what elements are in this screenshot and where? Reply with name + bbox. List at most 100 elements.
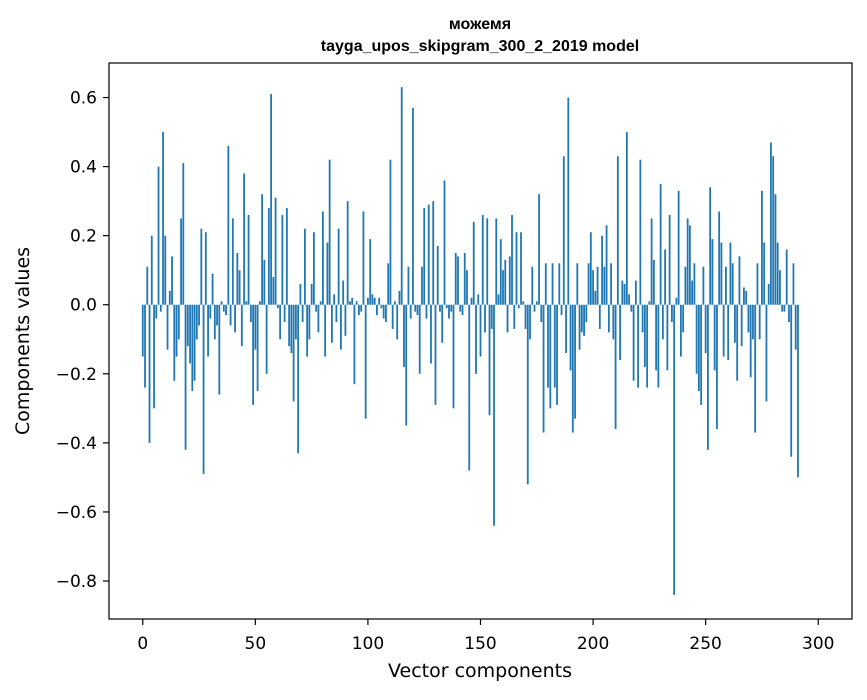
bar (177, 304, 180, 340)
bar (472, 221, 475, 305)
bar (184, 304, 187, 450)
bar (272, 277, 275, 305)
bar (709, 187, 712, 305)
bar (718, 211, 721, 305)
bar (220, 301, 223, 305)
bar (445, 304, 448, 309)
bar (349, 301, 351, 305)
bar (776, 242, 779, 305)
bar (517, 304, 520, 309)
bar (670, 304, 673, 323)
bar (524, 304, 527, 329)
bar (616, 156, 619, 305)
bar (436, 246, 439, 305)
bar (164, 235, 167, 305)
bar (675, 297, 678, 305)
bar (668, 214, 671, 305)
bar (186, 304, 189, 347)
bar (628, 294, 630, 305)
bar (526, 304, 529, 485)
bar (432, 201, 435, 305)
bar (634, 280, 637, 305)
bar (463, 252, 466, 305)
bar (601, 235, 603, 305)
bar (794, 304, 797, 350)
bar (493, 304, 495, 526)
bar (508, 256, 511, 305)
bar (772, 156, 775, 305)
bar (506, 304, 509, 333)
bar (148, 304, 151, 443)
bar (358, 304, 360, 316)
bar (193, 304, 196, 381)
chart-subtitle: tayga_upos_skipgram_300_2_2019 model (321, 38, 639, 55)
bar (263, 259, 266, 305)
bar (781, 304, 784, 312)
bar (758, 304, 761, 340)
bar (488, 304, 491, 416)
bar (783, 304, 786, 312)
bar (623, 284, 626, 305)
x-tick-label: 100 (352, 634, 384, 654)
bar (549, 304, 552, 409)
bar (344, 304, 347, 336)
bar (727, 304, 730, 360)
bar (707, 304, 709, 450)
bar (441, 304, 444, 343)
bar (770, 142, 772, 305)
bar (276, 304, 279, 309)
bar (558, 263, 561, 305)
bar (648, 301, 651, 305)
bar (515, 232, 518, 305)
bar (218, 304, 221, 395)
bar (729, 242, 732, 305)
bar (698, 304, 700, 392)
bar (495, 218, 498, 305)
bar (222, 304, 225, 312)
bar (306, 304, 309, 357)
bar (166, 304, 169, 350)
bar (477, 294, 480, 305)
bar (373, 297, 376, 305)
bar (234, 304, 236, 333)
bar (513, 304, 516, 329)
bar (657, 304, 660, 388)
bar (704, 304, 707, 354)
bar (382, 304, 385, 319)
bar (355, 301, 358, 305)
bar (529, 304, 531, 340)
bar (421, 266, 423, 305)
bar (556, 304, 558, 405)
y-axis-label: Components values (12, 247, 34, 435)
bar (560, 304, 563, 316)
bar (274, 197, 277, 305)
bar (418, 304, 421, 374)
bar (533, 304, 536, 312)
bar (637, 304, 640, 388)
bar (265, 304, 268, 374)
x-tick-label: 200 (577, 634, 609, 654)
bar (405, 304, 408, 426)
bar (650, 218, 653, 305)
bar (448, 304, 450, 319)
bar (371, 294, 374, 305)
bar (765, 304, 768, 402)
y-tick-label: 0.4 (70, 158, 97, 178)
bar (621, 280, 624, 305)
bar (562, 156, 565, 305)
bar (749, 304, 752, 378)
bar (551, 263, 554, 305)
bar (625, 132, 628, 305)
bar (686, 218, 689, 305)
bar (774, 194, 777, 305)
bar (335, 304, 338, 323)
bar (261, 194, 263, 305)
bar (168, 290, 171, 305)
bar (391, 304, 394, 329)
bar (763, 242, 766, 305)
bar (394, 301, 396, 305)
bar (664, 249, 667, 305)
bar (364, 304, 367, 419)
bar (679, 304, 682, 357)
bar (301, 304, 304, 323)
